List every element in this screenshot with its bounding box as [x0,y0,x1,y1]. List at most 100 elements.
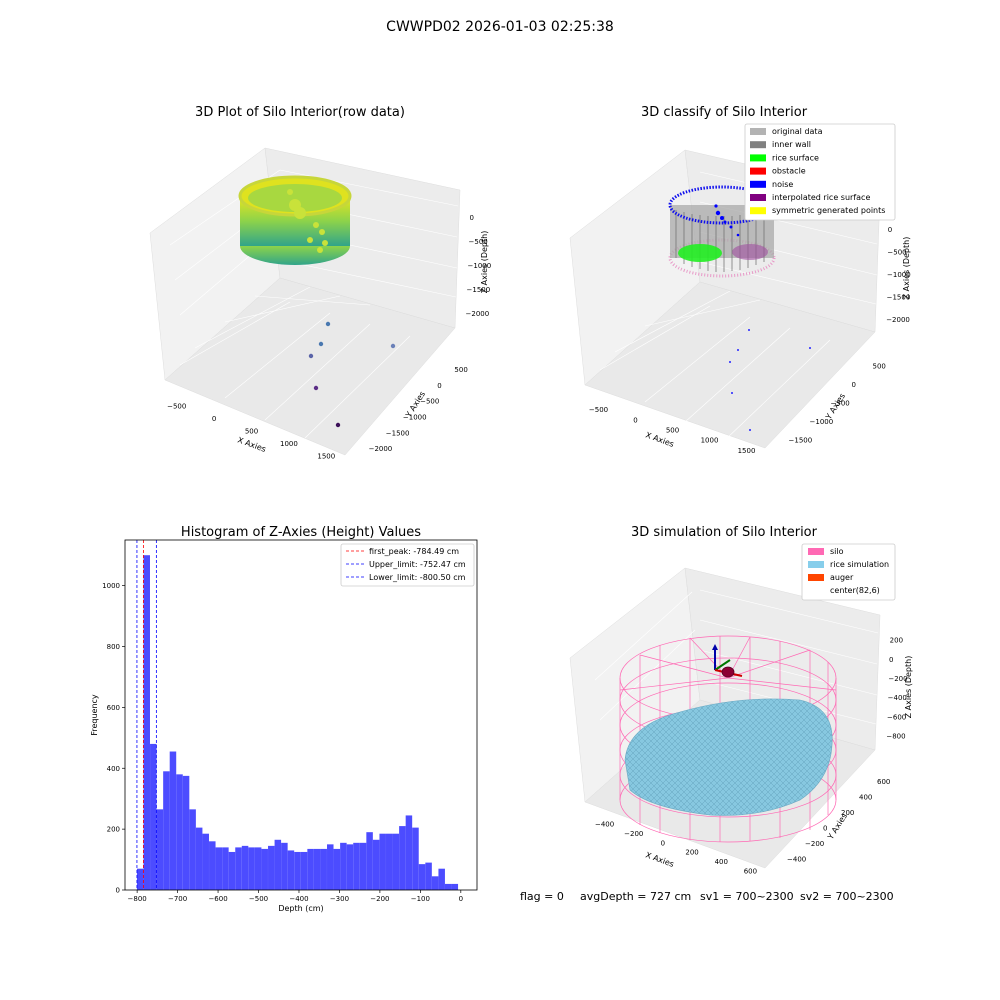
x-tick-label: 1000 [280,440,298,448]
legend-label: rice simulation [830,560,889,569]
y-tick-label: −2000 [369,445,393,453]
simulation-title: 3D simulation of Silo Interior [631,525,818,540]
legend-swatch [750,154,766,162]
legend-label: Upper_limit: -752.47 cm [369,560,466,569]
raw-floor-pane [164,277,456,456]
legend-swatch [750,141,766,149]
legend-label: inner wall [772,140,811,149]
z-tick-label: 0 [889,656,893,664]
y-tick-label: −1500 [789,437,813,445]
y-tick-label: 400 [107,765,120,773]
histogram-bar [320,848,327,890]
simulation-y-label: Y Axies [826,812,850,842]
histogram-bar [307,848,314,890]
y-tick-label: 400 [859,793,872,801]
classify-3d-panel: 3D classify of Silo Interior [569,105,911,455]
histogram-bar [195,827,203,890]
x-tick-label: 0 [212,415,216,423]
legend-label: interpolated rice surface [772,193,870,202]
histogram-x-ticks: −800 −700 −600 −500 −400 −300 −200 −100 0 [128,890,463,903]
histogram-bar [241,845,249,890]
z-tick-label: −200 [888,675,907,683]
histogram-bar [451,883,459,890]
y-tick-label: −200 [805,840,824,848]
y-tick-label: 200 [841,809,854,817]
histogram-bar [405,815,413,890]
status-avg-depth: avgDepth = 727 cm [580,890,691,903]
classify-legend: original data inner wall rice surface obsta… [744,123,896,221]
histogram-bar [425,862,432,890]
histogram-bar [274,839,282,890]
x-tick-label: 200 [685,849,698,857]
histogram-bar [379,833,386,890]
histogram-bar [176,774,183,890]
histogram-bar [261,848,268,890]
raw-axis-ticks: −500 0 500 1000 1500 500 0 −500 −1000 −1500 −2000 0… [167,214,491,461]
y-tick-label: −500 [831,400,850,408]
y-tick-label: −500 [420,398,439,406]
legend-swatch [750,180,766,188]
z-tick-label: −1000 [887,271,911,279]
histogram-bar [333,848,341,890]
legend-label: silo [830,547,844,556]
histogram-bar [156,809,164,890]
histogram-bar [150,743,157,890]
legend-label: center(82,6) [830,586,880,595]
x-tick-label: 1000 [701,437,719,445]
x-tick-label: 0 [633,416,637,424]
y-tick-label: 0 [116,887,120,895]
classify-z-label: Z Axies (Depth) [902,237,911,300]
simulation-legend-box [801,543,896,601]
z-tick-label: −600 [887,713,906,721]
y-tick-label: −1000 [403,413,427,421]
legend-label: original data [772,127,823,136]
histogram-legend: first_peak: -784.49 cm Upper_limit: -752.… [340,543,475,587]
x-tick-label: 600 [744,867,757,875]
histogram-bar [189,809,196,890]
x-tick-label: −700 [168,895,187,903]
z-tick-label: −400 [888,694,907,702]
y-tick-label: −400 [787,855,806,863]
z-tick-label: 0 [470,214,474,222]
z-tick-label: −800 [886,732,905,740]
legend-label: Lower_limit: -800.50 cm [369,573,466,582]
x-tick-label: −500 [167,402,186,410]
x-tick-label: −400 [595,821,614,829]
x-tick-label: 0 [459,895,463,903]
x-tick-label: 400 [715,858,728,866]
histogram-bar [327,844,334,890]
z-tick-label: −1000 [468,262,492,270]
z-tick-label: −500 [469,238,488,246]
x-tick-label: −300 [330,895,349,903]
histogram-bar [228,851,236,890]
histogram-bar [392,833,400,890]
x-tick-label: 1500 [317,453,335,461]
simulation-z-label: Z Axies (Depth) [904,656,913,719]
histogram-bar [248,847,255,890]
simulation-legend: silo rice simulation auger center(82,6) [801,543,896,601]
histogram-bar [235,847,242,890]
histogram-axes-frame [124,539,478,891]
y-tick-label: 600 [107,704,120,712]
outlier-point [390,343,396,349]
outlier-point [325,321,331,327]
x-tick-label: −200 [624,830,643,838]
histogram-vlines [136,540,157,890]
figure-suptitle: CWWPD02 2026-01-03 02:25:38 [386,19,614,35]
y-tick-label: 0 [852,381,856,389]
legend-swatch [750,128,766,135]
raw-silo-ring-inner [248,184,342,212]
x-tick-label: −200 [370,895,389,903]
histogram-bar [202,833,209,890]
legend-label: rice surface [772,153,819,162]
classify-legend-box [744,123,896,221]
histogram-bar [444,883,452,890]
raw-rice-points [287,189,328,253]
legend-swatch [750,207,766,215]
outlier-point [318,341,324,347]
classify-title: 3D classify of Silo Interior [641,105,808,120]
z-tick-label: 0 [888,226,892,234]
y-tick-label: 200 [107,826,120,834]
